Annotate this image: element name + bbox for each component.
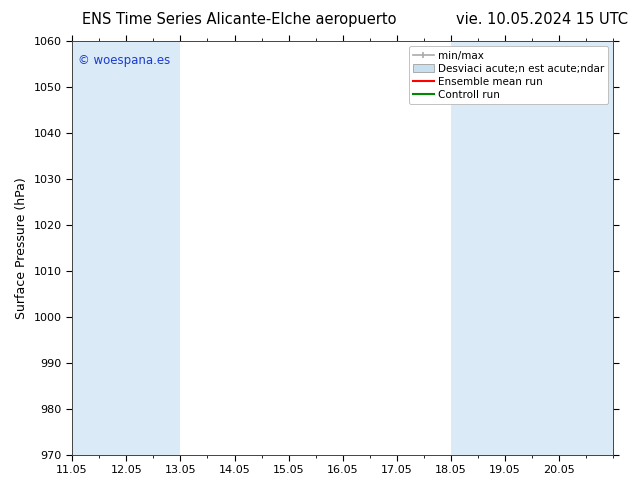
Text: vie. 10.05.2024 15 UTC: vie. 10.05.2024 15 UTC — [456, 12, 628, 27]
Legend: min/max, Desviaci acute;n est acute;ndar, Ensemble mean run, Controll run: min/max, Desviaci acute;n est acute;ndar… — [409, 47, 608, 104]
Bar — [451, 41, 505, 455]
Bar — [559, 41, 614, 455]
Y-axis label: Surface Pressure (hPa): Surface Pressure (hPa) — [15, 177, 28, 318]
Text: © woespana.es: © woespana.es — [77, 53, 170, 67]
Bar — [505, 41, 559, 455]
Bar — [72, 41, 126, 455]
Text: ENS Time Series Alicante-Elche aeropuerto: ENS Time Series Alicante-Elche aeropuert… — [82, 12, 397, 27]
Bar — [126, 41, 180, 455]
